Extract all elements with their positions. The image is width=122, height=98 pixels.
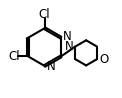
Text: N: N xyxy=(63,30,72,43)
Text: N: N xyxy=(65,40,73,53)
Text: N: N xyxy=(46,60,55,73)
Text: Cl: Cl xyxy=(39,8,50,21)
Text: O: O xyxy=(99,53,109,66)
Text: Cl: Cl xyxy=(9,50,20,63)
